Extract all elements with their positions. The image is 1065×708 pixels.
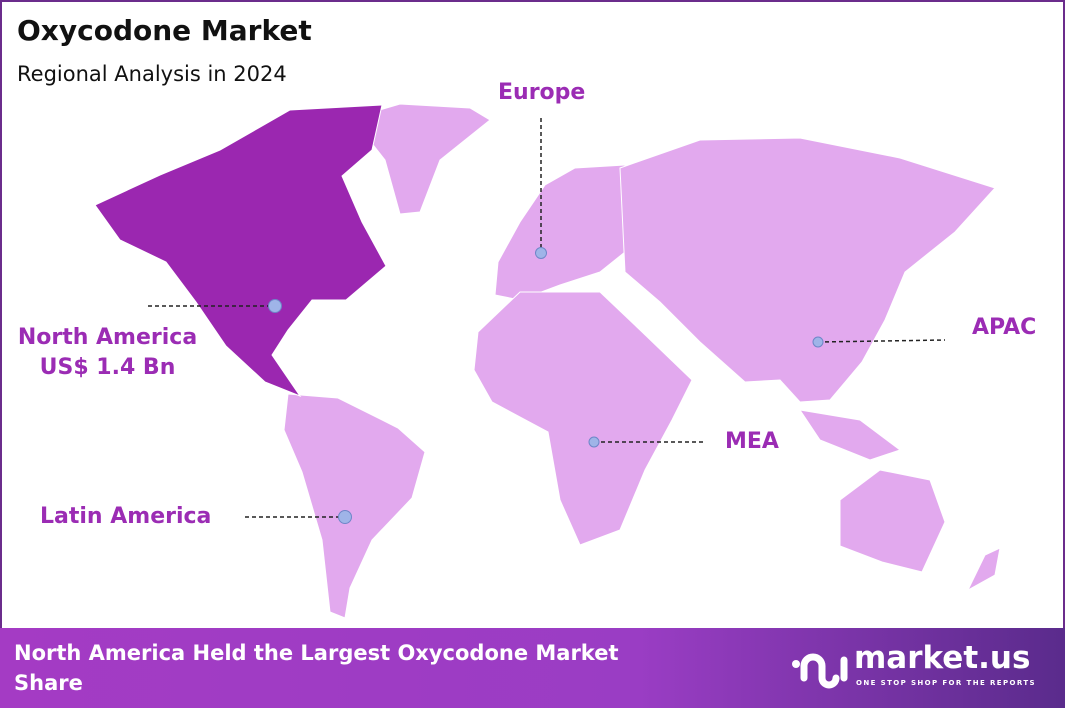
leader-apac — [817, 339, 946, 343]
label-mea: MEA — [725, 429, 779, 454]
market-us-logo-icon — [792, 653, 848, 689]
marker-mea — [588, 436, 600, 448]
europe — [494, 164, 641, 301]
region-name: North America — [17, 325, 198, 350]
new-zealand — [966, 547, 1001, 592]
label-europe: Europe — [498, 80, 586, 105]
label-latin-america: Latin America — [40, 504, 212, 529]
south-america — [283, 393, 426, 619]
southeast-asia — [798, 409, 902, 461]
footer-text: North America Held the Largest Oxycodone… — [14, 641, 619, 695]
north-america — [94, 104, 387, 398]
marker-latin-america — [338, 510, 352, 524]
marker-europe — [535, 247, 547, 259]
page-title: Oxycodone Market — [17, 14, 312, 47]
footer-banner: North America Held the Largest Oxycodone… — [0, 628, 1065, 708]
brand-logo: market.us ONE STOP SHOP FOR THE REPORTS — [790, 640, 1035, 698]
label-north-america: North America US$ 1.4 Bn — [10, 323, 205, 383]
region-value: US$ 1.4 Bn — [39, 355, 176, 380]
africa — [473, 291, 693, 546]
brand-tagline: ONE STOP SHOP FOR THE REPORTS — [856, 679, 1036, 687]
marker-apac — [812, 336, 824, 348]
world-map — [94, 103, 1001, 619]
asia — [619, 137, 996, 403]
page-subtitle: Regional Analysis in 2024 — [17, 62, 287, 86]
label-apac: APAC — [972, 315, 1037, 340]
brand-name: market.us — [854, 640, 1031, 676]
australia — [839, 469, 946, 573]
greenland — [351, 103, 491, 215]
marker-north-america — [268, 299, 282, 313]
